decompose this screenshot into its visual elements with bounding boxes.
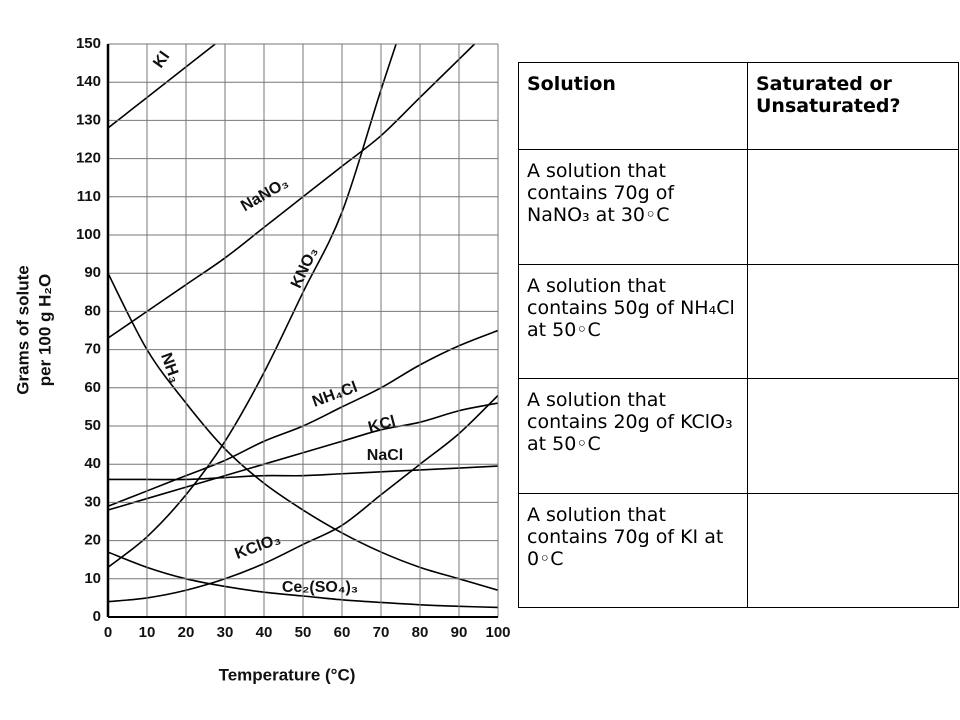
cell: [747, 149, 959, 265]
curve-label: NH₃: [157, 351, 183, 385]
cell: [747, 378, 959, 494]
y-tick-label: 0: [93, 608, 101, 625]
cell: A solution that contains 50g of NH₄Cl at…: [518, 263, 748, 379]
row: A solution that contains 70g of NaNO₃ at…: [518, 149, 959, 265]
solubility-curve: [108, 44, 217, 129]
curve-label: KNO₃: [288, 245, 322, 291]
y-tick-label: 20: [84, 532, 101, 549]
y-axis-label: per 100 g H₂O: [35, 274, 54, 386]
x-tick-label: 50: [295, 624, 312, 641]
curve-label: KI: [150, 48, 173, 71]
row: A solution that contains 50g of NH₄Cl at…: [518, 263, 959, 379]
y-axis-label: Grams of solute: [13, 265, 32, 394]
x-tick-label: 70: [373, 624, 390, 641]
x-tick-label: 40: [256, 624, 273, 641]
cell: [747, 492, 959, 608]
row: A solution that contains 20g of KClO₃ at…: [518, 378, 959, 494]
y-tick-label: 60: [84, 379, 101, 396]
cell: A solution that contains 70g of NaNO₃ at…: [518, 149, 748, 265]
curve-label: Ce₂(SO₄)₃: [282, 579, 358, 596]
x-tick-label: 20: [178, 624, 195, 641]
x-tick-label: 80: [412, 624, 429, 641]
y-tick-label: 70: [84, 341, 101, 358]
y-tick-label: 90: [84, 264, 101, 281]
y-tick-label: 10: [84, 570, 101, 587]
solubility-curve: [108, 272, 498, 592]
y-tick-label: 100: [76, 226, 101, 243]
curve-label: NaCl: [367, 447, 403, 464]
row: A solution that contains 70g of KI at 0◦…: [518, 492, 959, 608]
y-tick-label: 50: [84, 417, 101, 434]
header-cell: Saturated or Unsaturated?: [747, 62, 959, 150]
cell: A solution that contains 70g of KI at 0◦…: [518, 492, 748, 608]
curve-label: KCl: [366, 413, 397, 437]
x-tick-label: 0: [104, 624, 112, 641]
curve-label: NH₄Cl: [310, 379, 360, 411]
y-tick-label: 80: [84, 302, 101, 319]
x-tick-label: 100: [485, 624, 510, 641]
x-tick-label: 10: [139, 624, 156, 641]
cell: A solution that contains 20g of KClO₃ at…: [518, 378, 748, 494]
x-tick-label: 30: [217, 624, 234, 641]
y-tick-label: 30: [84, 493, 101, 510]
y-tick-label: 130: [76, 111, 101, 128]
y-tick-label: 140: [76, 73, 101, 90]
y-tick-label: 40: [84, 455, 101, 472]
cell: [747, 263, 959, 379]
x-tick-label: 60: [334, 624, 351, 641]
header-cell: Solution: [518, 62, 748, 150]
curve-label: NaNO₃: [238, 174, 291, 215]
x-axis-label: Temperature (°C): [219, 665, 356, 684]
header-row: Solution Saturated or Unsaturated?: [518, 62, 959, 150]
y-tick-label: 120: [76, 150, 101, 167]
chart: Temperature (°C) Grams of solute per 100…: [13, 35, 510, 685]
table: Solution Saturated or Unsaturated? A sol…: [518, 62, 959, 608]
x-tick-label: 90: [451, 624, 468, 641]
y-tick-label: 150: [76, 35, 101, 52]
y-tick-label: 110: [77, 188, 101, 205]
